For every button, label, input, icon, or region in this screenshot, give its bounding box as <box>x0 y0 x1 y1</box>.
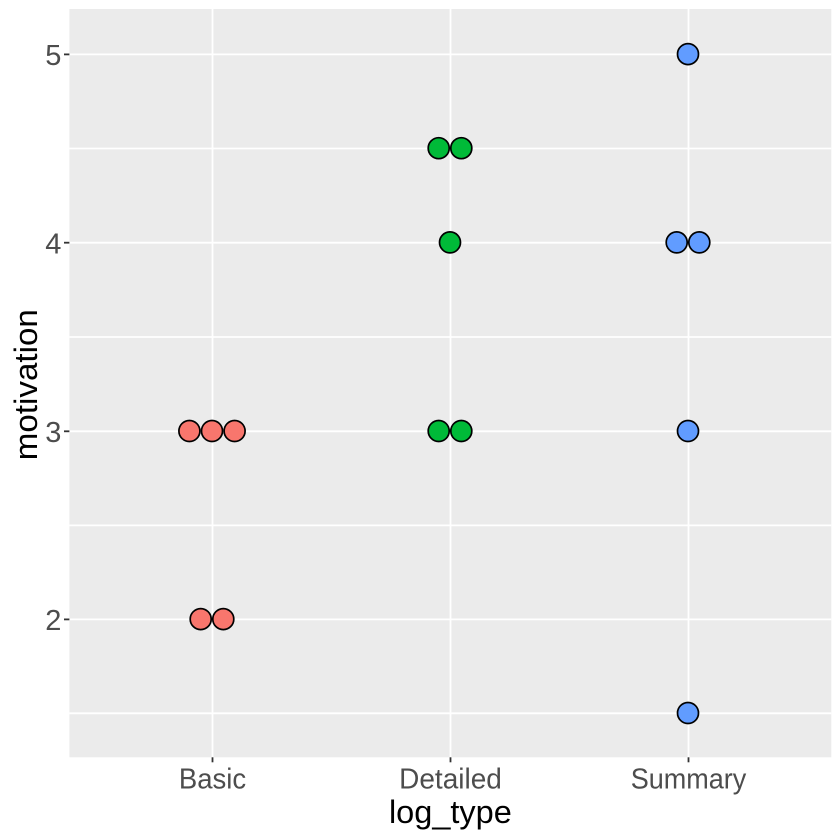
svg-text:Basic: Basic <box>179 764 246 796</box>
svg-text:4: 4 <box>45 229 61 261</box>
svg-text:5: 5 <box>45 40 61 72</box>
svg-text:motivation: motivation <box>8 309 44 460</box>
svg-text:3: 3 <box>45 417 61 449</box>
svg-text:Detailed: Detailed <box>399 764 502 796</box>
svg-text:2: 2 <box>45 605 61 637</box>
svg-text:Summary: Summary <box>631 764 747 796</box>
svg-text:log_type: log_type <box>389 794 512 830</box>
